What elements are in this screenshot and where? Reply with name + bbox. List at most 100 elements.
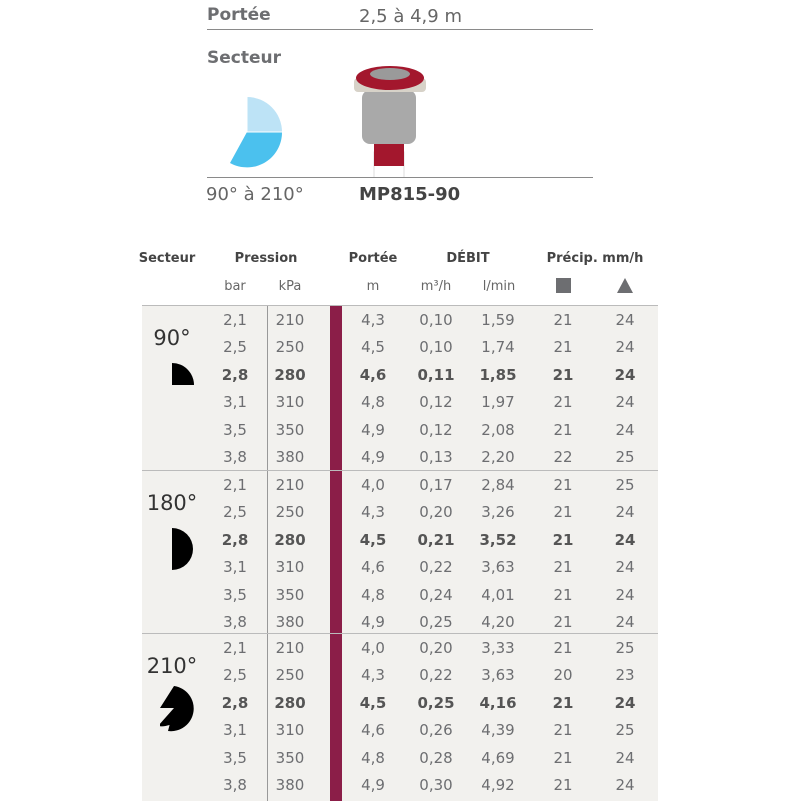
table-cell: 350 (275, 748, 305, 767)
sector-angle: 90° (153, 326, 191, 350)
table-cell: 3,8 (223, 776, 247, 794)
table-cell: 4,9 (361, 613, 385, 631)
table-row: 2,5 250 4,3 0,20 3,26 21 24 (142, 499, 658, 526)
table-cell: 210 (275, 476, 305, 494)
table-cell: 21 (553, 639, 573, 657)
table-cell: 24 (615, 503, 635, 522)
sector-value: 90° à 210° (206, 184, 304, 205)
table-cell: 24 (615, 558, 635, 577)
table-cell: 4,0 (361, 639, 385, 657)
table-cell: 4,9 (361, 776, 385, 794)
table-cell: 210 (275, 311, 305, 329)
table-cell: 21 (553, 585, 573, 604)
table-cell: 280 (274, 530, 306, 549)
table-row: 2,1 210 4,0 0,17 2,84 21 25 (142, 472, 658, 499)
sector-block: 180° 2,1 210 4,0 0,17 2,84 21 25 2,5 250 4,3 0,20 3,… (142, 470, 658, 634)
table-cell: 0,17 (419, 476, 453, 494)
table-cell: 1,85 (479, 365, 517, 384)
unit-lmin: l/min (482, 279, 516, 294)
table-cell: 4,5 (359, 530, 387, 549)
table-cell: 0,22 (419, 558, 453, 577)
sector-angle: 180° (146, 491, 198, 515)
table-cell: 24 (614, 365, 636, 384)
table-cell: 4,9 (361, 420, 385, 439)
table-cell: 0,10 (419, 338, 453, 357)
table-cell: 350 (275, 420, 305, 439)
table-cell: 2,8 (221, 693, 249, 712)
table-cell: 2,8 (221, 365, 249, 384)
table-cell: 4,3 (361, 666, 385, 685)
table-cell: 0,20 (419, 503, 453, 522)
table-row: 2,8 280 4,6 0,11 1,85 21 24 (142, 362, 658, 389)
table-cell: 2,1 (223, 311, 247, 329)
divider (207, 29, 593, 30)
table-row: 3,5 350 4,8 0,24 4,01 21 24 (142, 582, 658, 609)
unit-m3h: m³/h (420, 279, 452, 294)
table-cell: 3,5 (223, 748, 247, 767)
sector-angle: 210° (146, 654, 198, 678)
table-cell: 24 (615, 393, 635, 412)
table-cell: 24 (615, 420, 635, 439)
table-cell: 3,5 (223, 420, 247, 439)
table-cell: 210 (275, 639, 305, 657)
table-cell: 3,33 (481, 639, 515, 657)
table-cell: 0,24 (419, 585, 453, 604)
table-cell: 1,59 (481, 311, 515, 329)
column-divider (267, 306, 268, 471)
table-cell: 0,30 (419, 776, 453, 794)
table-cell: 2,08 (481, 420, 515, 439)
unit-bar: bar (224, 279, 246, 294)
model-number: MP815-90 (359, 184, 461, 205)
table-cell: 4,5 (359, 693, 387, 712)
table-cell: 25 (615, 639, 635, 657)
table-cell: 21 (553, 558, 573, 577)
table-cell: 22 (553, 448, 573, 466)
table-cell: 2,5 (223, 338, 247, 357)
table-cell: 4,69 (481, 748, 515, 767)
table-cell: 25 (615, 721, 635, 740)
table-cell: 4,9 (361, 448, 385, 466)
table-cell: 380 (275, 613, 305, 631)
table-cell: 21 (552, 693, 574, 712)
table-cell: 0,11 (417, 365, 455, 384)
table-cell: 24 (615, 776, 635, 794)
table-row: 2,1 210 4,0 0,20 3,33 21 25 (142, 635, 658, 662)
table-cell: 250 (275, 503, 305, 522)
table-cell: 4,01 (481, 585, 515, 604)
table-cell: 1,97 (481, 393, 515, 412)
table-row: 3,1 310 4,6 0,22 3,63 21 24 (142, 554, 658, 581)
table-cell: 3,63 (481, 558, 515, 577)
table-row: 3,1 310 4,8 0,12 1,97 21 24 (142, 389, 658, 416)
table-cell: 24 (615, 613, 635, 631)
range-column-bar (330, 306, 342, 471)
table-cell: 21 (553, 311, 573, 329)
table-cell: 2,8 (221, 530, 249, 549)
table-cell: 23 (615, 666, 635, 685)
sector-block: 90° 2,1 210 4,3 0,10 1,59 21 24 2,5 250 4,5 0,10 1,7… (142, 305, 658, 471)
table-cell: 3,1 (223, 393, 247, 412)
table-cell: 0,22 (419, 666, 453, 685)
table-cell: 21 (553, 420, 573, 439)
table-cell: 4,6 (361, 721, 385, 740)
table-cell: 0,12 (419, 420, 453, 439)
column-divider (267, 634, 268, 801)
table-cell: 1,74 (481, 338, 515, 357)
table-cell: 0,26 (419, 721, 453, 740)
col-pressure: Pression (234, 251, 298, 266)
table-cell: 0,21 (417, 530, 455, 549)
table-cell: 24 (615, 585, 635, 604)
sector-210-icon (158, 686, 196, 736)
table-cell: 21 (553, 476, 573, 494)
table-cell: 24 (615, 311, 635, 329)
table-cell: 3,1 (223, 558, 247, 577)
table-cell: 250 (275, 666, 305, 685)
table-cell: 24 (615, 748, 635, 767)
table-cell: 4,3 (361, 311, 385, 329)
table-cell: 4,20 (481, 613, 515, 631)
table-row: 3,1 310 4,6 0,26 4,39 21 25 (142, 717, 658, 744)
table-cell: 4,6 (359, 365, 387, 384)
table-cell: 21 (553, 613, 573, 631)
table-row: 3,8 380 4,9 0,25 4,20 21 24 (142, 609, 658, 636)
table-cell: 4,16 (479, 693, 517, 712)
table-cell: 380 (275, 776, 305, 794)
